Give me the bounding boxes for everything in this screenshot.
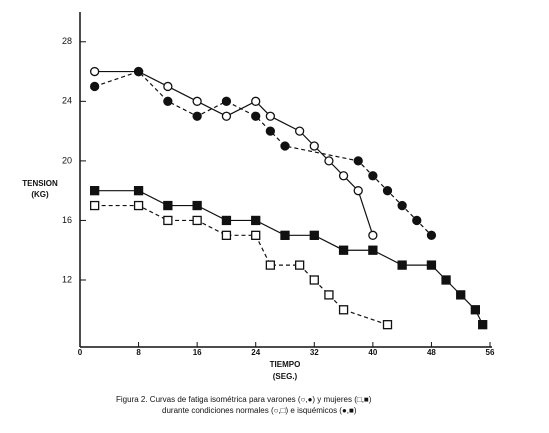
point: [89, 200, 100, 211]
x-label: TIEMPO: [270, 360, 301, 369]
point: [441, 275, 451, 285]
point: [163, 200, 173, 211]
point: [221, 230, 232, 240]
point: [309, 275, 319, 285]
point: [89, 66, 100, 77]
point: [397, 260, 407, 270]
point: [265, 260, 276, 270]
y-label: TENSION: [22, 179, 58, 188]
point: [353, 156, 363, 166]
point: [338, 245, 349, 255]
point: [478, 320, 488, 330]
y-tick-label: 16: [62, 215, 72, 225]
point: [412, 215, 422, 226]
point: [382, 186, 393, 196]
point: [89, 81, 100, 92]
point: [426, 230, 437, 240]
x-tick-label: 24: [251, 348, 260, 357]
series-line: [94, 190, 484, 325]
point: [251, 230, 261, 240]
y-tick-label: 28: [62, 36, 72, 46]
point: [192, 215, 202, 226]
point: [163, 215, 173, 226]
point: [368, 245, 378, 255]
point: [309, 141, 319, 151]
point: [470, 305, 481, 315]
point: [368, 230, 378, 240]
point: [221, 96, 232, 106]
x-tick-label: 8: [136, 348, 141, 357]
point: [426, 260, 437, 270]
point: [309, 230, 319, 240]
point: [382, 320, 393, 330]
point: [324, 156, 334, 166]
point: [265, 126, 276, 136]
point: [280, 141, 290, 151]
point: [397, 200, 407, 211]
point: [133, 200, 144, 211]
point: [324, 290, 334, 300]
point: [133, 186, 144, 196]
point: [280, 230, 290, 240]
x-tick-label: 32: [310, 348, 319, 357]
point: [133, 66, 144, 77]
x-tick-label: 56: [486, 348, 495, 357]
caption: Figura 2. Curvas de fatiga isométrica pa…: [116, 395, 372, 404]
y-tick-label: 12: [62, 274, 72, 284]
point: [251, 96, 261, 106]
point: [192, 96, 202, 106]
point: [294, 260, 305, 270]
point: [456, 290, 466, 300]
point: [353, 186, 363, 196]
point: [89, 186, 100, 196]
point: [251, 111, 261, 121]
x-tick-label: 0: [78, 348, 83, 357]
y-label: (KG): [31, 190, 49, 199]
point: [221, 215, 232, 226]
point: [163, 81, 173, 92]
point: [251, 215, 261, 226]
point: [294, 126, 305, 136]
y-tick-label: 24: [62, 96, 72, 106]
x-tick-label: 16: [193, 348, 202, 357]
x-tick-label: 48: [427, 348, 436, 357]
series-line: [94, 70, 432, 236]
y-tick-label: 20: [62, 155, 72, 165]
point: [192, 111, 202, 121]
series-line: [94, 70, 374, 236]
caption: durante condiciones normales (○,□) e isq…: [162, 406, 357, 415]
point: [265, 111, 276, 121]
point: [338, 171, 349, 181]
point: [192, 200, 202, 211]
x-tick-label: 40: [368, 348, 377, 357]
point: [338, 305, 349, 315]
point: [221, 111, 232, 121]
point: [163, 96, 173, 106]
x-label: (SEG.): [273, 372, 298, 381]
point: [368, 171, 378, 181]
